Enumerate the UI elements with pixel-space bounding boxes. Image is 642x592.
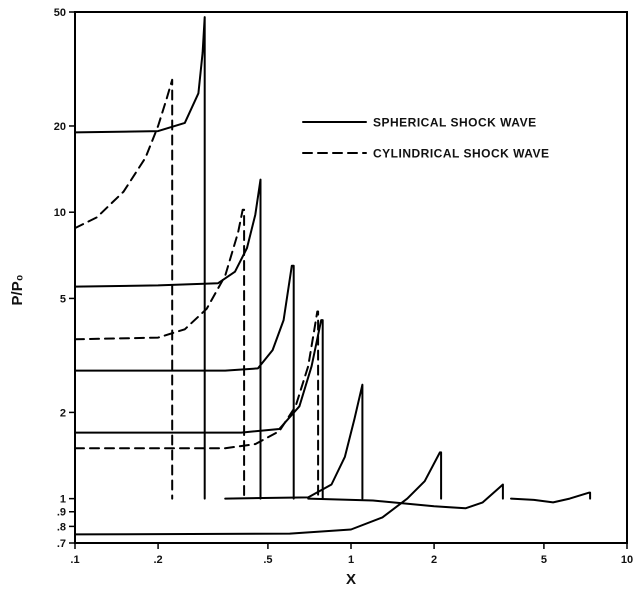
x-tick-label: .1 (70, 554, 79, 566)
y-tick-label: 10 (54, 207, 66, 219)
shock-profile-line (510, 491, 592, 504)
y-tick-label: 5 (60, 293, 66, 305)
x-tick-label: .2 (153, 554, 162, 566)
y-axis-label: P/P₀ (9, 275, 26, 306)
axis-ticks (69, 11, 628, 549)
plot-frame (74, 11, 628, 544)
shock-profile-line (307, 483, 504, 510)
shock-profile-line (224, 383, 364, 500)
y-tick-label: 50 (54, 7, 66, 19)
shock-profile-line (74, 178, 262, 500)
shock-profile-line (74, 310, 320, 500)
shock-profile-line (74, 208, 246, 500)
x-tick-label: 2 (431, 554, 437, 566)
x-tick-label: .5 (263, 554, 272, 566)
plot-curves (74, 16, 592, 536)
y-tick-label: 1 (60, 494, 66, 506)
shock-profile-line (74, 451, 443, 536)
y-tick-label: 20 (54, 121, 66, 133)
legend-label: CYLINDRICAL SHOCK WAVE (373, 147, 550, 161)
spherical-series (74, 16, 592, 536)
y-tick-label: 2 (60, 407, 66, 419)
cylindrical-series (74, 78, 320, 500)
shock-profile-line (74, 264, 295, 500)
shock-profile-line (74, 78, 174, 500)
y-tick-label: .8 (57, 521, 66, 533)
y-tick-label: .9 (57, 507, 66, 519)
x-axis-label: X (346, 571, 356, 588)
x-tick-label: 10 (621, 554, 633, 566)
legend-label: SPHERICAL SHOCK WAVE (373, 116, 537, 130)
y-tick-label: .7 (57, 538, 66, 550)
x-tick-label: 5 (541, 554, 547, 566)
x-tick-label: 1 (348, 554, 354, 566)
shock-profile-line (74, 16, 206, 500)
legend: SPHERICAL SHOCK WAVE CYLINDRICAL SHOCK WA… (302, 116, 550, 161)
shock-profile-line (74, 319, 324, 500)
